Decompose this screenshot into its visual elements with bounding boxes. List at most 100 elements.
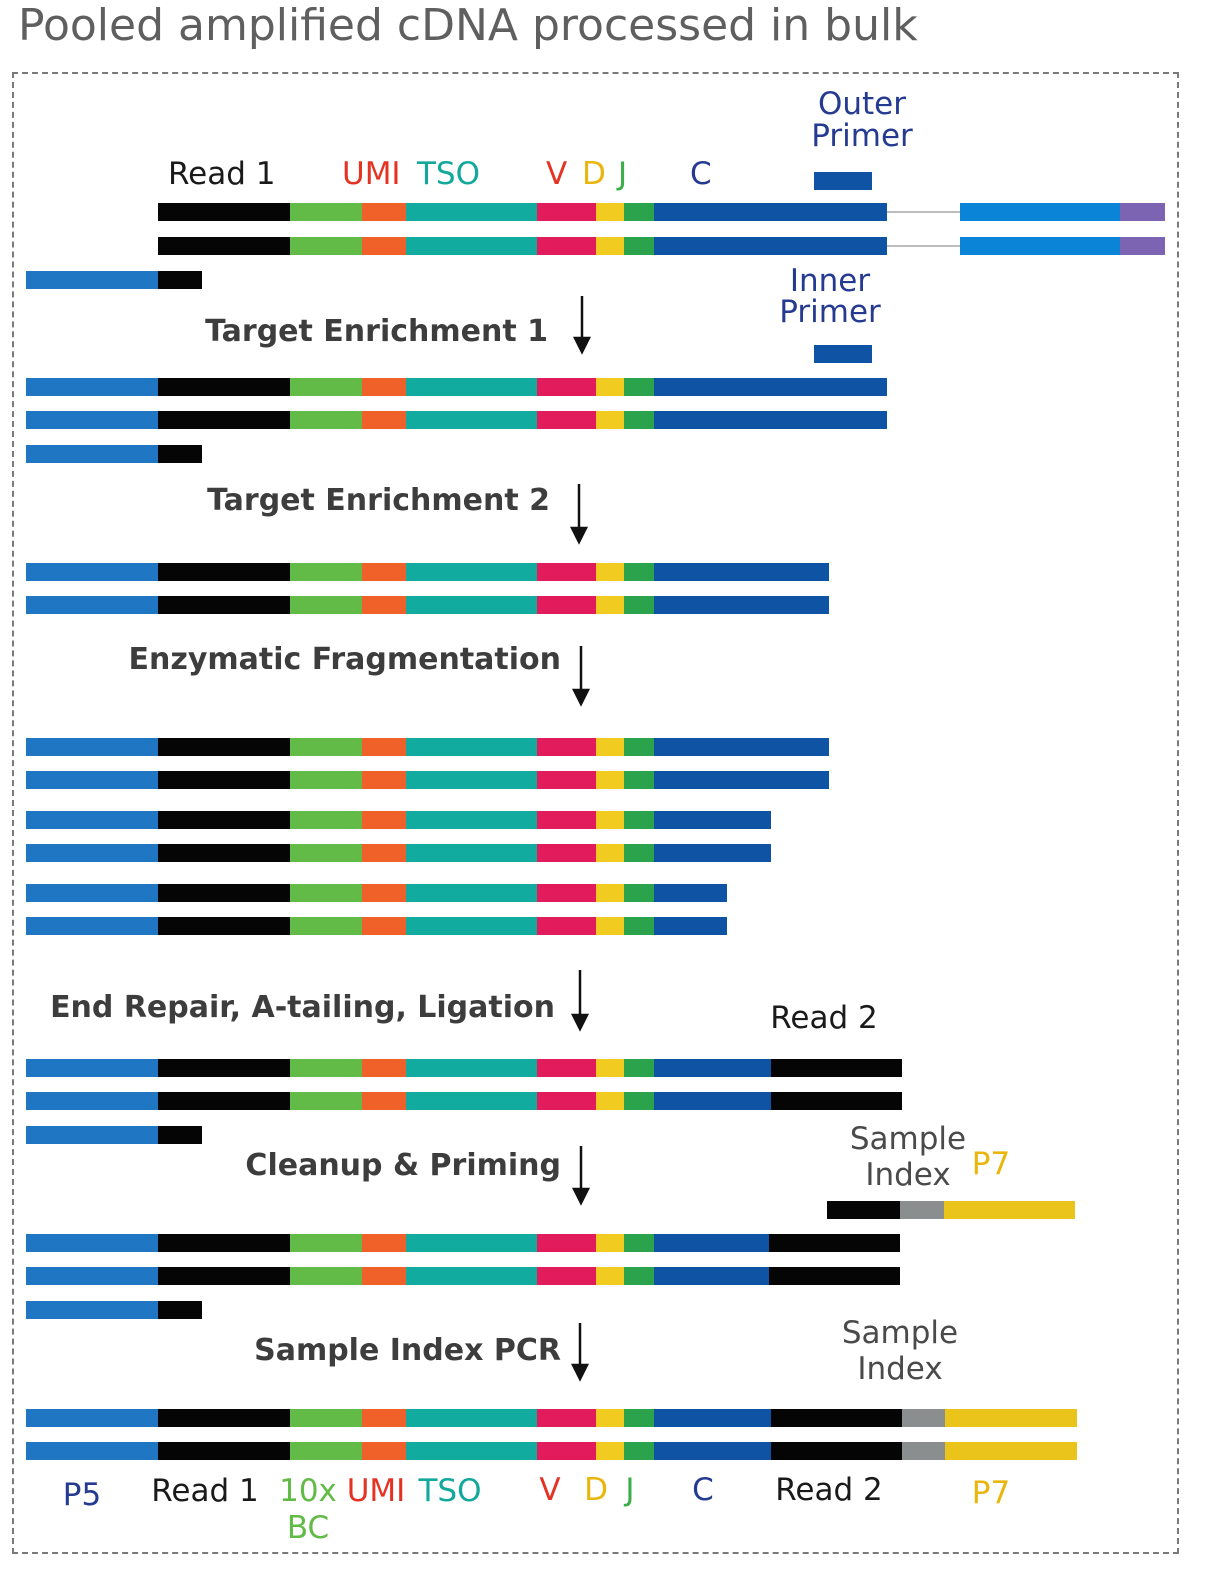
p5-primer-segment — [26, 271, 158, 289]
barcode-segment — [290, 1234, 362, 1252]
tso-segment — [406, 884, 537, 902]
p5-primer-segment — [26, 445, 158, 463]
label-umi-top: UMI — [342, 156, 401, 192]
j-segment — [624, 203, 654, 221]
v-segment — [537, 811, 596, 829]
transcript-tail-end-segment — [1120, 237, 1165, 255]
umi-segment — [362, 203, 406, 221]
tso-segment — [406, 811, 537, 829]
tso-segment — [406, 237, 537, 255]
j-segment — [624, 411, 654, 429]
v-segment — [537, 1234, 596, 1252]
label-outer-primer-2: Primer — [811, 118, 913, 154]
umi-segment — [362, 844, 406, 862]
label-outer-primer-1: Outer — [818, 86, 906, 122]
j-segment — [624, 811, 654, 829]
step-target-enrichment-2: Target Enrichment 2 — [207, 483, 550, 518]
c-segment — [654, 738, 829, 756]
label-tso-top: TSO — [416, 156, 480, 192]
arrow-down-icon — [570, 1323, 590, 1382]
j-segment — [624, 1267, 654, 1285]
umi-segment — [362, 917, 406, 935]
umi-segment — [362, 563, 406, 581]
tso-segment — [406, 771, 537, 789]
read1-segment — [158, 1092, 290, 1110]
read1-segment — [158, 1409, 290, 1427]
label-c-top: C — [690, 156, 712, 192]
label-read2-bottom: Read 2 — [775, 1472, 882, 1508]
v-segment — [537, 237, 596, 255]
umi-segment — [362, 378, 406, 396]
label-j-top: J — [616, 156, 627, 192]
tso-segment — [406, 738, 537, 756]
c-segment — [654, 844, 771, 862]
step-sample-index-pcr: Sample Index PCR — [254, 1333, 561, 1368]
outer-primer-bar — [814, 172, 872, 190]
barcode-segment — [290, 237, 362, 255]
p5-segment — [26, 917, 158, 935]
read2-segment — [771, 1442, 902, 1460]
arrow-down-icon — [571, 646, 591, 707]
transcript-tail-end-segment — [1120, 203, 1165, 221]
tso-segment — [406, 596, 537, 614]
p5-segment — [26, 596, 158, 614]
umi-segment — [362, 596, 406, 614]
p5-segment — [26, 811, 158, 829]
label-p7-mid: P7 — [972, 1146, 1010, 1182]
label-tso-bottom: TSO — [417, 1473, 481, 1509]
step-end-repair-ligation: End Repair, A-tailing, Ligation — [50, 990, 555, 1025]
barcode-segment — [290, 917, 362, 935]
sample-primer-read2-segment — [827, 1201, 900, 1219]
v-segment — [537, 1267, 596, 1285]
label-inner-primer-1: Inner — [790, 263, 871, 299]
umi-segment — [362, 738, 406, 756]
p5-segment — [26, 1059, 158, 1077]
umi-segment — [362, 1059, 406, 1077]
umi-segment — [362, 411, 406, 429]
barcode-segment — [290, 411, 362, 429]
p7-segment — [945, 1442, 1077, 1460]
d-segment — [596, 1267, 624, 1285]
read1-segment — [158, 203, 290, 221]
d-segment — [596, 811, 624, 829]
transcript-tail-segment — [960, 237, 1120, 255]
read1-primer-segment — [158, 1126, 202, 1144]
tso-segment — [406, 1092, 537, 1110]
barcode-segment — [290, 1409, 362, 1427]
label-d-top: D — [582, 156, 606, 192]
v-segment — [537, 738, 596, 756]
p5-segment — [26, 771, 158, 789]
p7-segment — [945, 1409, 1077, 1427]
c-segment — [654, 1092, 771, 1110]
v-segment — [537, 1409, 596, 1427]
v-segment — [537, 844, 596, 862]
p5-segment — [26, 563, 158, 581]
v-segment — [537, 1059, 596, 1077]
umi-segment — [362, 1092, 406, 1110]
j-segment — [624, 884, 654, 902]
tso-segment — [406, 917, 537, 935]
umi-segment — [362, 1409, 406, 1427]
tso-segment — [406, 1442, 537, 1460]
read1-primer-segment — [158, 445, 202, 463]
sample-index-segment — [902, 1409, 945, 1427]
c-segment — [654, 884, 727, 902]
c-segment — [654, 203, 887, 221]
c-segment — [654, 1409, 771, 1427]
p5-segment — [26, 884, 158, 902]
label-v-top: V — [546, 156, 567, 192]
read1-segment — [158, 917, 290, 935]
read1-segment — [158, 771, 290, 789]
read2-segment — [771, 1409, 902, 1427]
j-segment — [624, 378, 654, 396]
tso-segment — [406, 411, 537, 429]
umi-segment — [362, 1442, 406, 1460]
read1-segment — [158, 596, 290, 614]
c-segment — [654, 237, 887, 255]
v-segment — [537, 596, 596, 614]
read1-segment — [158, 811, 290, 829]
label-umi-bottom: UMI — [347, 1473, 406, 1509]
barcode-segment — [290, 1442, 362, 1460]
d-segment — [596, 1092, 624, 1110]
